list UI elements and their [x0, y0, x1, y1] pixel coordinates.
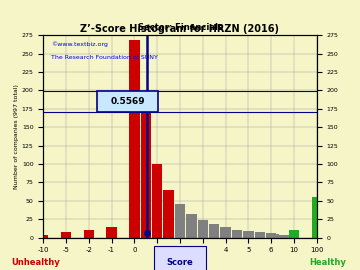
Bar — [280, 235, 291, 238]
Bar — [186, 214, 197, 238]
Bar — [283, 235, 293, 238]
Text: 0.5569: 0.5569 — [110, 97, 145, 106]
Text: The Research Foundation of SUNY: The Research Foundation of SUNY — [51, 55, 158, 60]
Bar — [163, 190, 174, 238]
Bar — [289, 230, 299, 238]
Bar — [272, 235, 282, 238]
Bar — [275, 235, 285, 238]
Bar — [266, 233, 276, 238]
Bar — [198, 220, 208, 238]
Bar — [129, 40, 140, 238]
Text: Sector: Financials: Sector: Financials — [138, 23, 222, 32]
Bar — [312, 212, 322, 238]
Bar — [141, 98, 151, 238]
Bar — [232, 230, 242, 238]
Bar — [209, 224, 219, 238]
Bar — [61, 232, 71, 238]
Bar — [152, 164, 162, 238]
Bar — [175, 204, 185, 238]
Text: Unhealthy: Unhealthy — [12, 258, 60, 267]
Bar — [84, 230, 94, 238]
Bar — [269, 234, 279, 238]
Text: Healthy: Healthy — [309, 258, 346, 267]
FancyBboxPatch shape — [97, 91, 158, 112]
Bar — [243, 231, 253, 238]
Bar — [278, 235, 288, 238]
Title: Z’-Score Histogram for HRZN (2016): Z’-Score Histogram for HRZN (2016) — [81, 24, 279, 34]
Text: Score: Score — [167, 258, 193, 267]
Bar — [107, 227, 117, 238]
Bar — [38, 235, 48, 238]
Bar — [286, 235, 296, 238]
Bar — [220, 227, 231, 238]
Bar — [255, 232, 265, 238]
Bar — [289, 232, 299, 238]
Y-axis label: Number of companies (997 total): Number of companies (997 total) — [14, 84, 19, 189]
Bar — [312, 197, 322, 238]
Text: ©www.textbiz.org: ©www.textbiz.org — [51, 41, 108, 47]
